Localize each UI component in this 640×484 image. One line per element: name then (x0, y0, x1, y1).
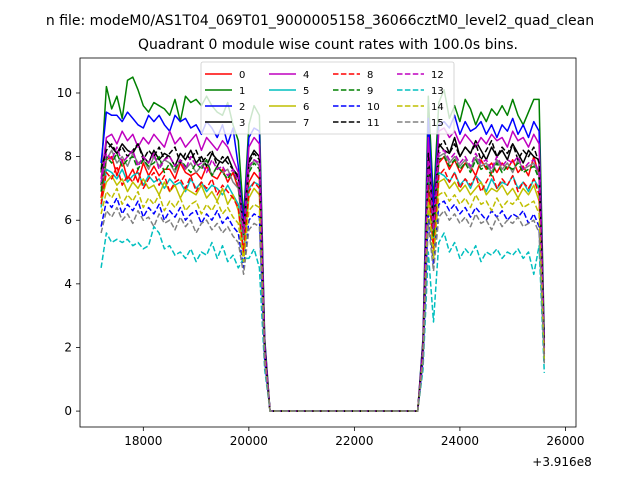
series-line-0 (100, 155, 546, 412)
series-line-7 (100, 149, 546, 412)
x-tick-label: 20000 (230, 434, 268, 448)
legend-label-3: 3 (239, 118, 245, 129)
series-line-13 (100, 225, 546, 412)
y-tick-label: 4 (64, 277, 72, 291)
y-tick-label: 2 (64, 340, 72, 354)
legend-box (200, 61, 455, 135)
legend-label-0: 0 (239, 70, 245, 81)
series-line-8 (100, 165, 546, 412)
legend-label-12: 12 (431, 70, 444, 81)
x-offset-label: +3.916e8 (532, 455, 591, 469)
series-line-15 (100, 206, 546, 412)
x-tick-label: 26000 (546, 434, 584, 448)
y-tick-label: 0 (64, 404, 72, 418)
legend-label-5: 5 (303, 86, 309, 97)
legend-label-2: 2 (239, 102, 245, 113)
legend-label-7: 7 (303, 118, 309, 129)
legend-label-13: 13 (431, 86, 444, 97)
y-tick-label: 6 (64, 213, 72, 227)
header-text: n file: modeM0/AS1T04_069T01_9000005158_… (46, 13, 594, 29)
legend-label-15: 15 (431, 118, 444, 129)
x-tick-label: 22000 (335, 434, 373, 448)
legend-label-6: 6 (303, 102, 309, 113)
series-line-10 (100, 197, 546, 412)
y-tick-label: 8 (64, 150, 72, 164)
legend-label-8: 8 (367, 70, 373, 81)
legend-label-9: 9 (367, 86, 373, 97)
series-line-12 (100, 146, 546, 412)
legend-label-1: 1 (239, 86, 245, 97)
series-layer (100, 76, 546, 412)
legend-label-10: 10 (367, 102, 380, 113)
x-tick-label: 24000 (441, 434, 479, 448)
series-line-11 (100, 139, 546, 412)
legend-label-11: 11 (367, 118, 380, 129)
legend-label-14: 14 (431, 102, 444, 113)
series-line-9 (100, 152, 546, 412)
legend-label-4: 4 (303, 70, 309, 81)
axes-frame (79, 57, 577, 428)
y-tick-label: 10 (57, 86, 72, 100)
x-tick-label: 18000 (124, 434, 162, 448)
chart-title: Quadrant 0 module wise count rates with … (138, 37, 518, 53)
